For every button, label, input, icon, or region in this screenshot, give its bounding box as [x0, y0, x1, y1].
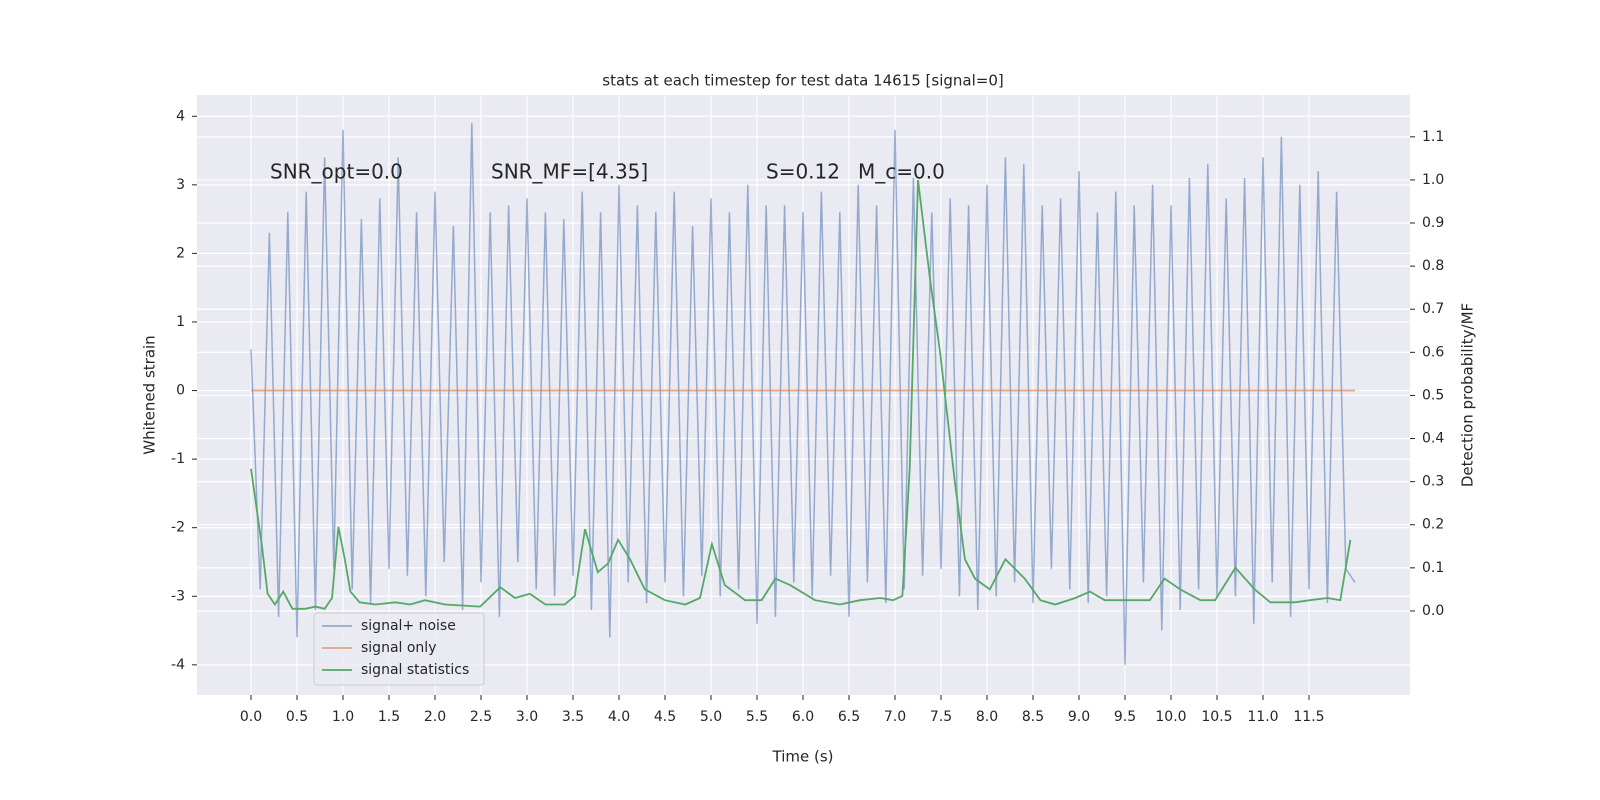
- y-tick-label: 1: [176, 314, 185, 330]
- x-tick-label: 8.0: [976, 709, 998, 725]
- y-tick-label: 4: [176, 108, 185, 124]
- x-tick-label: 3.0: [516, 709, 538, 725]
- legend-box: [313, 612, 485, 686]
- x-tick-label: 9.0: [1068, 709, 1090, 725]
- annotation: S=0.12: [766, 160, 840, 184]
- y2-tick-label: 0.0: [1422, 603, 1444, 619]
- x-tick-label: 3.5: [562, 709, 584, 725]
- x-tick-label: 0.5: [286, 709, 308, 725]
- x-tick-label: 1.5: [378, 709, 400, 725]
- x-tick-label: 7.5: [930, 709, 952, 725]
- y2-tick-label: 1.1: [1422, 129, 1444, 145]
- annotation: SNR_opt=0.0: [270, 160, 403, 184]
- y2-axis-label: Detection probability/MF: [1459, 303, 1477, 487]
- y-tick-label: 0: [176, 383, 185, 399]
- legend-label: signal only: [361, 640, 436, 656]
- y2-tick-label: 1.0: [1422, 172, 1444, 188]
- legend: signal+ noise signal only signal statistic…: [313, 612, 485, 686]
- y-tick-label: -1: [171, 451, 185, 467]
- y-tick-label: 3: [176, 177, 185, 193]
- x-tick-label: 11.5: [1293, 709, 1324, 725]
- x-tick-label: 2.5: [470, 709, 492, 725]
- y-axis-label: Whitened strain: [141, 335, 159, 454]
- legend-label: signal+ noise: [361, 618, 456, 634]
- series-line: [250, 179, 1352, 610]
- y2-tick-label: 0.7: [1422, 301, 1444, 317]
- x-axis-label: Time (s): [772, 748, 834, 766]
- y2-tick-label: 0.1: [1422, 560, 1444, 576]
- x-tick-label: 0.0: [240, 709, 262, 725]
- x-tick-label: 10.0: [1155, 709, 1186, 725]
- y-tick-label: 2: [176, 245, 185, 261]
- x-tick-label: 4.5: [654, 709, 676, 725]
- x-tick-label: 8.5: [1022, 709, 1044, 725]
- y-tick-label: -4: [171, 657, 185, 673]
- y2-tick-label: 0.2: [1422, 517, 1444, 533]
- chart-title: stats at each timestep for test data 146…: [602, 72, 1003, 90]
- y2-tick-label: 0.8: [1422, 258, 1444, 274]
- y-tick-label: -3: [171, 588, 185, 604]
- x-tick-label: 6.0: [792, 709, 814, 725]
- x-tick-label: 1.0: [332, 709, 354, 725]
- y-tick-label: -2: [171, 520, 185, 536]
- series-line: [250, 123, 1356, 665]
- x-tick-label: 4.0: [608, 709, 630, 725]
- x-tick-label: 5.0: [700, 709, 722, 725]
- x-tick-label: 11.0: [1247, 709, 1278, 725]
- x-tick-label: 6.5: [838, 709, 860, 725]
- y2-tick-label: 0.6: [1422, 344, 1444, 360]
- y2-tick-label: 0.5: [1422, 387, 1444, 403]
- legend-label: signal statistics: [361, 662, 469, 678]
- x-tick-label: 9.5: [1114, 709, 1136, 725]
- annotation: M_c=0.0: [858, 160, 945, 184]
- x-tick-label: 10.5: [1201, 709, 1232, 725]
- y2-tick-label: 0.4: [1422, 431, 1444, 447]
- y2-tick-label: 0.9: [1422, 215, 1444, 231]
- x-tick-label: 7.0: [884, 709, 906, 725]
- x-tick-label: 2.0: [424, 709, 446, 725]
- y2-tick-label: 0.3: [1422, 474, 1444, 490]
- annotation: SNR_MF=[4.35]: [491, 160, 648, 184]
- x-tick-label: 5.5: [746, 709, 768, 725]
